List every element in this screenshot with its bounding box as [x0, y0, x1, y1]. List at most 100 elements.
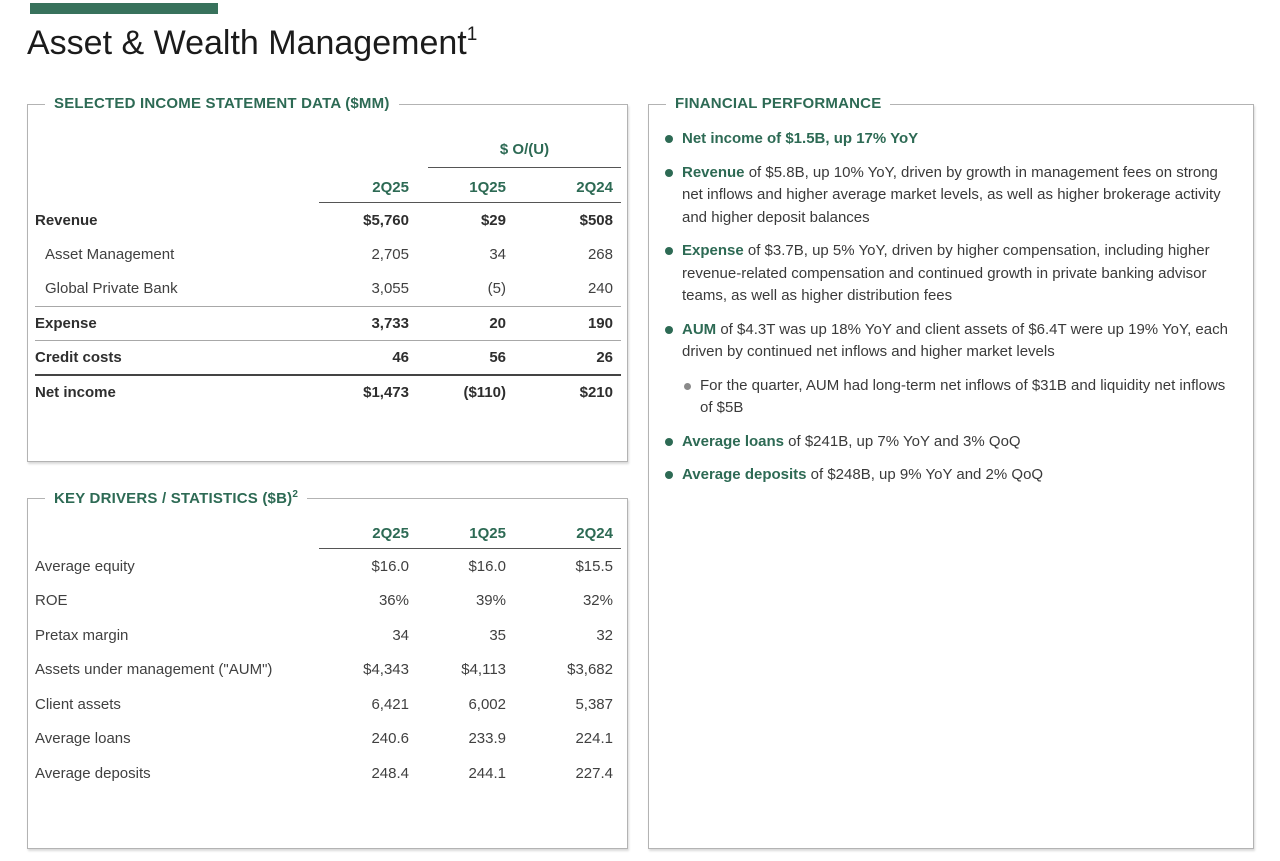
- cell-value: 6,002: [468, 695, 506, 713]
- table-row-asset-management: Asset Management 2,705 34 268: [35, 238, 621, 273]
- bullet-lead: Expense: [682, 242, 744, 259]
- bullet-text: Net income of $1.5B, up 17% YoY: [682, 128, 1239, 151]
- column-header: 2Q24: [576, 525, 613, 542]
- cell-value: 3,055: [371, 280, 409, 298]
- cell-value: 233.9: [468, 730, 506, 748]
- row-label: Average deposits: [35, 764, 151, 782]
- bullet-rest: of $5.8B, up 10% YoY, driven by growth i…: [682, 163, 1221, 226]
- cell-value: 36%: [378, 592, 409, 610]
- income-statement-table: $ O/(U) 2Q25 1Q25 2Q24 Revenue $5,760 $2…: [28, 105, 627, 410]
- row-label: Net income: [35, 384, 116, 402]
- table-row-average-equity: Average equity $16.0 $16.0 $15.5: [35, 549, 621, 584]
- cell-value: $1,473: [363, 384, 409, 402]
- bullet-rest: of $3.7B, up 5% YoY, driven by higher co…: [682, 242, 1210, 304]
- cell-value: 190: [587, 314, 613, 332]
- bullet-text: Revenue of $5.8B, up 10% YoY, driven by …: [682, 162, 1239, 230]
- cell-value: 39%: [475, 592, 506, 610]
- cell-value: 3,733: [371, 314, 409, 332]
- bullet-lead: AUM: [682, 320, 717, 338]
- cell-value: 35: [489, 626, 506, 644]
- table-row-roe: ROE 36% 39% 32%: [35, 584, 621, 619]
- row-label: Pretax margin: [35, 626, 129, 644]
- table-row-pretax-margin: Pretax margin 34 35 32: [35, 618, 621, 653]
- cell-value: 244.1: [468, 764, 506, 782]
- bullet-rest: For the quarter, AUM had long-term net i…: [700, 376, 1226, 417]
- bullet-text: Average deposits of $248B, up 9% YoY and…: [682, 464, 1239, 487]
- table-row-aum: Assets under management ("AUM") $4,343 $…: [35, 653, 621, 688]
- cell-value: 56: [489, 348, 506, 366]
- key-drivers-table: 2Q25 1Q25 2Q24 Average equity $16.0 $16.…: [28, 499, 627, 791]
- table-row-average-deposits: Average deposits 248.4 244.1 227.4: [35, 756, 621, 791]
- cell-value: ($110): [463, 384, 506, 402]
- financial-performance-panel-title: FINANCIAL PERFORMANCE: [666, 95, 891, 112]
- cell-value: $4,343: [363, 661, 409, 679]
- key-drivers-title-text: KEY DRIVERS / STATISTICS ($B): [54, 490, 293, 507]
- row-label: Global Private Bank: [45, 280, 178, 298]
- bullet-icon: [665, 168, 673, 177]
- cell-value: 32: [596, 626, 613, 644]
- column-header: 2Q24: [576, 179, 613, 196]
- bullet-text: Expense of $3.7B, up 5% YoY, driven by h…: [682, 240, 1239, 308]
- row-label: ROE: [35, 592, 68, 610]
- over-under-header: $ O/(U): [428, 141, 621, 168]
- table-row-global-private-bank: Global Private Bank 3,055 (5) 240: [35, 272, 621, 307]
- cell-value: $210: [579, 384, 613, 402]
- cell-value: $15.5: [575, 557, 613, 575]
- income-statement-panel: SELECTED INCOME STATEMENT DATA ($MM) $ O…: [27, 95, 628, 462]
- bullet-lead: Net income of $1.5B, up 17% YoY: [682, 130, 919, 147]
- cell-value: 2,705: [371, 246, 409, 264]
- over-under-header-row: $ O/(U): [35, 141, 621, 168]
- cell-value: 248.4: [371, 764, 409, 782]
- bullet-lead: Average deposits: [682, 466, 807, 483]
- table-row-average-loans: Average loans 240.6 233.9 224.1: [35, 722, 621, 757]
- column-header: 1Q25: [469, 179, 506, 196]
- bullet-revenue: Revenue of $5.8B, up 10% YoY, driven by …: [665, 162, 1239, 230]
- column-header: 1Q25: [469, 525, 506, 542]
- cell-value: 32%: [582, 592, 613, 610]
- table-row-revenue: Revenue $5,760 $29 $508: [35, 203, 621, 238]
- cell-value: $16.0: [371, 557, 409, 575]
- financial-performance-panel: FINANCIAL PERFORMANCE Net income of $1.5…: [648, 95, 1254, 849]
- bullet-lead: Average loans: [682, 432, 784, 450]
- bullet-average-deposits: Average deposits of $248B, up 9% YoY and…: [665, 464, 1239, 487]
- cell-value: (5): [487, 280, 506, 298]
- cell-value: $508: [579, 211, 613, 229]
- drivers-column-header-row: 2Q25 1Q25 2Q24: [35, 525, 621, 549]
- financial-performance-bullets: Net income of $1.5B, up 17% YoY Revenue …: [649, 105, 1253, 487]
- table-row-credit-costs: Credit costs 46 56 26: [35, 341, 621, 376]
- cell-value: 46: [392, 348, 409, 366]
- sub-bullet-icon: [684, 382, 691, 390]
- cell-value: 26: [596, 348, 613, 366]
- cell-value: 240.6: [371, 730, 409, 748]
- cell-value: 240: [587, 280, 613, 298]
- sub-bullet-aum-flows: For the quarter, AUM had long-term net i…: [684, 375, 1239, 420]
- cell-value: $29: [480, 211, 506, 229]
- cell-value: 268: [587, 246, 613, 264]
- column-header: 2Q25: [372, 525, 409, 542]
- cell-value: 6,421: [371, 695, 409, 713]
- cell-value: $4,113: [461, 661, 506, 679]
- accent-bar: [30, 3, 218, 14]
- cell-value: 20: [489, 314, 506, 332]
- bullet-rest: of $248B, up 9% YoY and 2% QoQ: [806, 466, 1044, 483]
- key-drivers-footnote-marker: 2: [292, 489, 299, 500]
- row-label: Average equity: [35, 557, 135, 575]
- row-label: Client assets: [35, 695, 121, 713]
- row-label: Asset Management: [45, 246, 175, 264]
- cell-value: $16.0: [468, 557, 506, 575]
- bullet-lead: Revenue: [682, 163, 745, 181]
- cell-value: 227.4: [575, 764, 613, 782]
- key-drivers-panel-title: KEY DRIVERS / STATISTICS ($B)2: [45, 489, 308, 507]
- table-row-net-income: Net income $1,473 ($110) $210: [35, 376, 621, 411]
- table-row-client-assets: Client assets 6,421 6,002 5,387: [35, 687, 621, 722]
- table-row-expense: Expense 3,733 20 190: [35, 307, 621, 341]
- bullet-icon: [665, 471, 673, 479]
- cell-value: $5,760: [363, 211, 409, 229]
- column-header: 2Q25: [372, 179, 409, 196]
- cell-value: 34: [392, 626, 409, 644]
- page-title-text: Asset & Wealth Management: [27, 24, 467, 62]
- bullet-net-income: Net income of $1.5B, up 17% YoY: [665, 128, 1239, 151]
- key-drivers-panel: KEY DRIVERS / STATISTICS ($B)2 2Q25 1Q25…: [27, 489, 628, 849]
- bullet-icon: [665, 325, 673, 334]
